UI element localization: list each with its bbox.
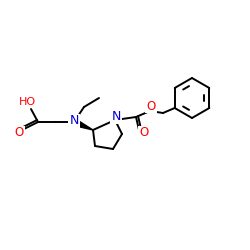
Text: O: O <box>14 126 24 140</box>
Text: O: O <box>146 100 156 112</box>
Text: HO: HO <box>18 97 36 107</box>
Text: N: N <box>111 110 121 122</box>
Text: O: O <box>140 126 148 140</box>
Polygon shape <box>73 119 93 130</box>
Text: N: N <box>69 114 79 128</box>
